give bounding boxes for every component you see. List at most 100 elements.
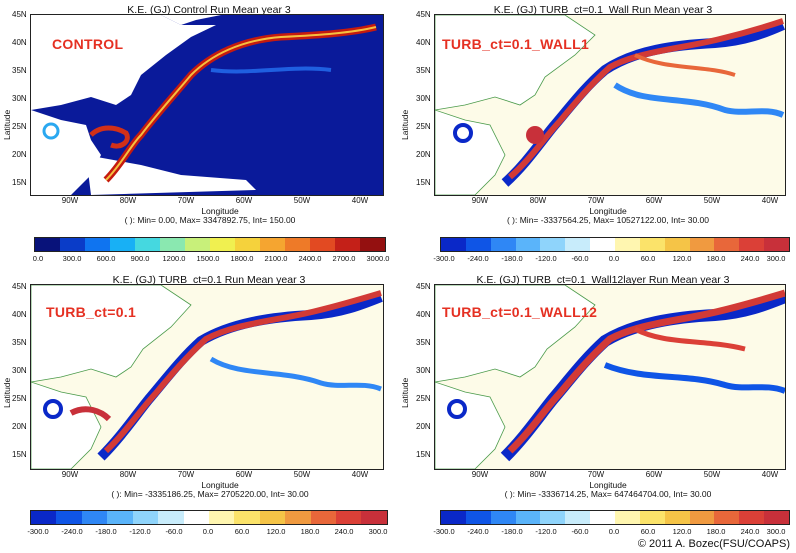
lon-tick: 50W (293, 196, 311, 205)
field-stats: ( ): Min= -3337564.25, Max= 10527122.00,… (506, 215, 710, 225)
x-axis-label: Longitude (589, 206, 627, 216)
panel-title: K.E. (GJ) TURB_ct=0.1_Wall12layer Run Me… (476, 274, 730, 286)
colorbar-swatch (714, 511, 740, 524)
colorbar-swatch (234, 511, 260, 524)
colorbar-swatch (540, 238, 566, 251)
lat-tick: 40N (12, 38, 27, 47)
colorbar-swatch (336, 511, 362, 524)
map-turb (30, 284, 384, 470)
colorbar-swatch (310, 511, 337, 524)
colorbar-label: -120.0 (535, 527, 557, 536)
colorbar-label: 60.0 (234, 527, 250, 536)
lat-tick: 20N (12, 150, 27, 159)
colorbar-swatch (81, 511, 108, 524)
x-axis-label: Longitude (201, 206, 239, 216)
lat-tick: 30N (416, 94, 431, 103)
lon-tick: 70W (177, 470, 195, 479)
lon-tick: 50W (703, 196, 721, 205)
colorbar-swatch (615, 511, 640, 524)
lat-tick: 45N (12, 282, 27, 291)
colorbar-swatch (590, 511, 616, 524)
warm-band (633, 326, 746, 352)
lat-tick: 45N (12, 10, 27, 19)
colorbar-label: 180.0 (706, 254, 726, 263)
lon-tick: 40W (761, 196, 779, 205)
x-axis-label: Longitude (201, 480, 239, 490)
experiment-tag: TURB_ct=0.1_WALL1 (442, 36, 590, 52)
lat-tick: 35N (416, 338, 431, 347)
warm-band (634, 53, 736, 77)
colorbar-label: 60.0 (640, 527, 656, 536)
colorbar-swatch (160, 238, 185, 251)
colorbar-label: 240.0 (334, 527, 354, 536)
ke-anomaly-field (31, 285, 383, 469)
lat-tick: 40N (12, 310, 27, 319)
lat-tick: 20N (416, 422, 431, 431)
lon-tick: 40W (351, 470, 369, 479)
loop-current-core (526, 126, 544, 144)
colorbar-swatch (441, 238, 466, 251)
colorbar-swatch (714, 238, 740, 251)
colorbar-swatch (185, 238, 210, 251)
colorbar-label: 240.0 (740, 254, 760, 263)
panel-title: K.E. (GJ) TURB_ct=0.1_Wall Run Mean year… (493, 4, 713, 16)
ke-anomaly-field (435, 285, 785, 469)
colorbar-label: -60.0 (571, 527, 589, 536)
colorbar-label: 2100.0 (264, 254, 288, 263)
lat-tick: 20N (416, 150, 431, 159)
colorbar-swatch (465, 238, 491, 251)
field-stats: ( ): Min= -3336714.25, Max= 647464704.00… (504, 489, 712, 499)
panel-turb: K.E. (GJ) TURB_ct=0.1 Run Mean year 3 La… (0, 272, 398, 553)
lon-tick: 60W (235, 196, 253, 205)
eddy-band (603, 362, 785, 394)
lat-tick: 30N (12, 366, 27, 375)
lon-tick: 60W (645, 196, 663, 205)
colorbar-swatch (361, 511, 387, 524)
red-band (508, 18, 784, 180)
colorbar-swatch (85, 238, 110, 251)
colorbar-label: 1200.0 (162, 254, 186, 263)
lat-tick: 35N (416, 66, 431, 75)
colorbar-swatch (56, 511, 82, 524)
colorbar-label: 0.0 (32, 254, 44, 263)
eddy-band (209, 356, 382, 392)
panel-control: K.E. (GJ) Control Run Mean year 3 Latitu… (0, 0, 398, 276)
colorbar-label: 300.0 (368, 527, 388, 536)
lat-tick: 15N (416, 450, 431, 459)
colorbar-swatch (565, 511, 591, 524)
lon-tick: 80W (119, 470, 137, 479)
land-caribbean (86, 155, 256, 195)
lon-tick: 90W (61, 196, 79, 205)
x-axis-label: Longitude (589, 480, 627, 490)
colorbar-swatch (615, 238, 640, 251)
lon-tick: 50W (293, 470, 311, 479)
colorbar-swatch (360, 238, 385, 251)
colorbar-swatch (565, 238, 591, 251)
map-turb-wall1 (434, 14, 786, 196)
colorbar (30, 510, 388, 525)
colorbar-label: 2400.0 (298, 254, 322, 263)
lon-tick: 90W (471, 196, 489, 205)
colorbar-label: -60.0 (571, 254, 589, 263)
colorbar-swatch (689, 511, 715, 524)
land-mexico (31, 110, 101, 195)
colorbar-swatch (260, 238, 285, 251)
colorbar-label: -120.0 (129, 527, 151, 536)
eddy (42, 122, 60, 140)
colorbar-swatch (664, 238, 690, 251)
colorbar (440, 237, 790, 252)
lat-tick: 20N (12, 422, 27, 431)
lat-tick: 45N (416, 282, 431, 291)
colorbar-label: 1800.0 (230, 254, 254, 263)
lat-tick: 25N (416, 394, 431, 403)
lon-tick: 80W (529, 196, 547, 205)
lat-tick: 15N (12, 450, 27, 459)
colorbar-label: -120.0 (535, 254, 557, 263)
credit-line: © 2011 A. Bozec(FSU/COAPS) (637, 538, 790, 550)
experiment-tag: CONTROL (52, 36, 124, 52)
colorbar-swatch (208, 511, 235, 524)
colorbar-swatch (515, 238, 541, 251)
colorbar-swatch (60, 238, 85, 251)
colorbar-label: 120.0 (672, 527, 692, 536)
lon-tick: 90W (471, 470, 489, 479)
